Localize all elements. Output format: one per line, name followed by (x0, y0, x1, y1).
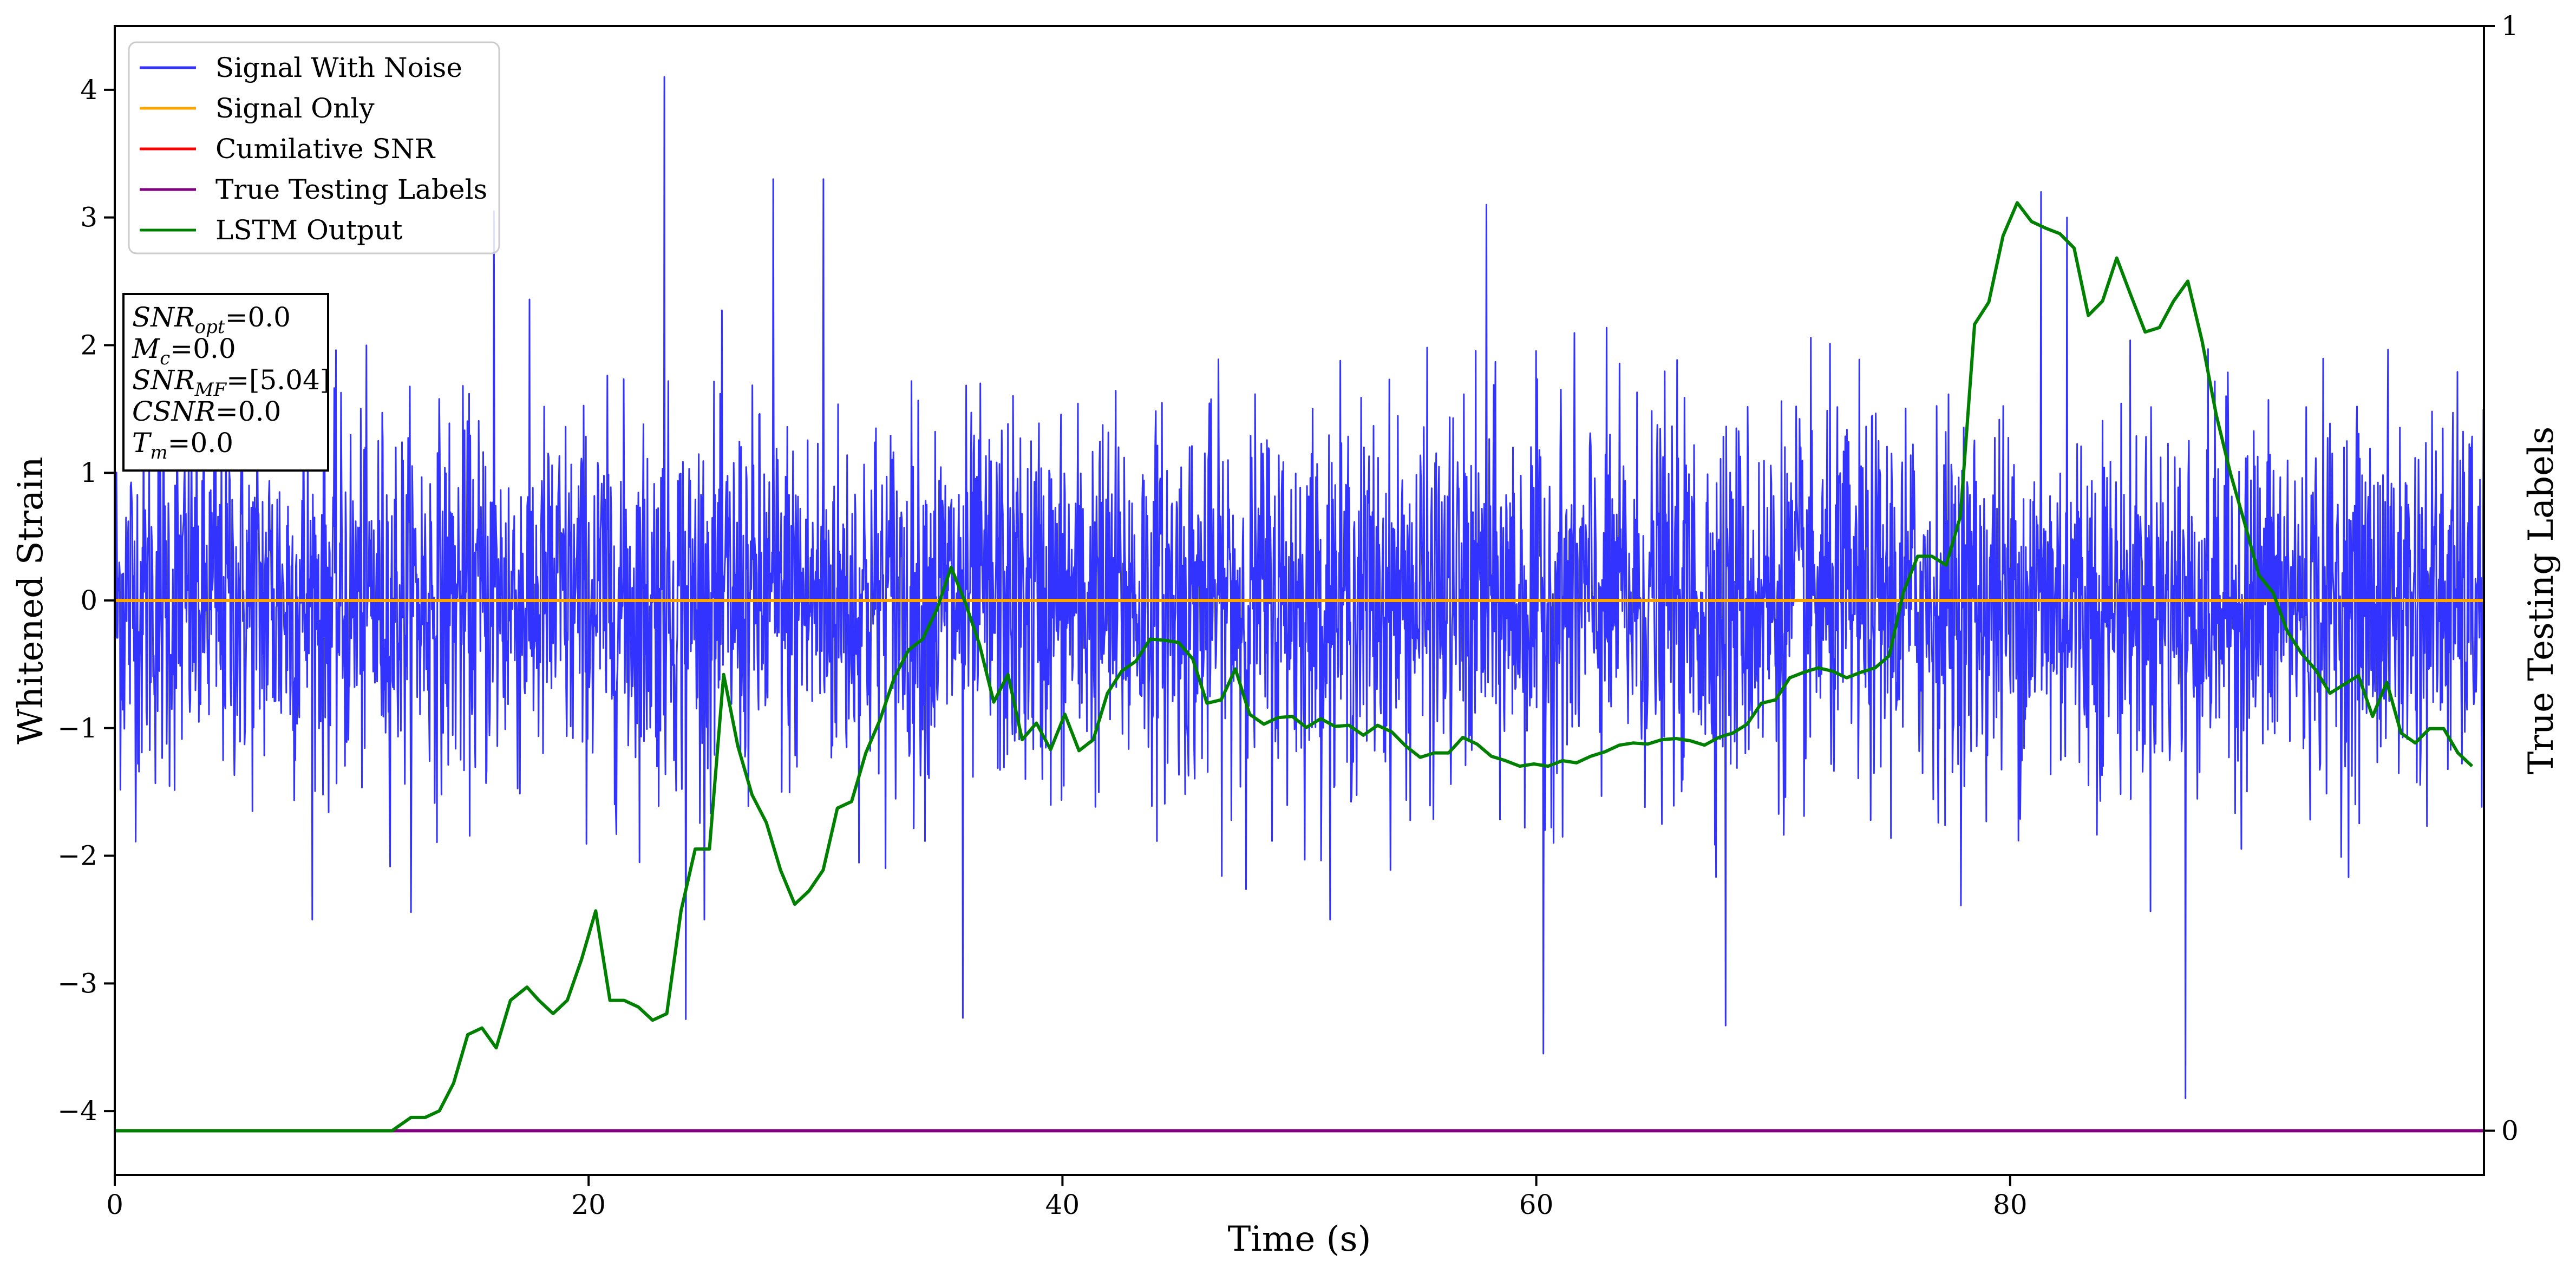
y-tick-label: 0 (80, 585, 97, 616)
y-axis-label-left: Whitened Strain (11, 456, 51, 744)
x-tick-label: 40 (1045, 1189, 1080, 1220)
annotation-line: Tm=0.0 (132, 427, 233, 463)
legend-entry-label: True Testing Labels (215, 174, 487, 205)
annotation-line: SNRMF=[5.04] (132, 364, 330, 401)
y-tick-label: −4 (57, 1095, 97, 1127)
legend-entry-label: LSTM Output (215, 214, 402, 246)
x-tick-label: 20 (571, 1189, 606, 1220)
y-tick-label: −1 (57, 713, 97, 744)
y-tick-label: −2 (57, 840, 97, 872)
y-tick-label: 2 (80, 329, 97, 361)
y-axis-left: −4 −3 −2 −1 0 1 2 3 4 (57, 74, 115, 1127)
legend-entry-label: Signal Only (215, 93, 375, 124)
x-axis: 0 20 40 60 80 (106, 1175, 2028, 1220)
y-tick-label: 1 (80, 457, 97, 488)
legend-entry-label: Cumilative SNR (215, 133, 435, 165)
lstm-output-line (115, 201, 2474, 1133)
annotation-line: CSNR=0.0 (132, 396, 281, 427)
y-tick-label: −3 (57, 968, 97, 999)
annotation-line: Mc=0.0 (132, 333, 236, 369)
x-tick-label: 80 (1993, 1189, 2028, 1220)
x-axis-label: Time (s) (1228, 1219, 1371, 1259)
legend: Signal With Noise Signal Only Cumilative S… (128, 41, 500, 254)
y-axis-label-right: True Testing Labels (2521, 427, 2561, 775)
line-series-layer (115, 201, 2484, 1133)
x-tick-label: 0 (106, 1189, 123, 1220)
annotation-box-frame (122, 293, 329, 472)
signal-with-noise-line (115, 76, 2484, 1099)
x-tick-label: 60 (1519, 1189, 1554, 1220)
y-axis-right: 01 (2484, 10, 2519, 1146)
y-right-tick-label: 1 (2501, 10, 2519, 42)
plot-area (115, 76, 2484, 1133)
parameter-annotation-box: SNRopt=0.0Mc=0.0SNRMF=[5.04]CSNR=0.0Tm=0… (122, 293, 330, 472)
annotation-line: SNRopt=0.0 (132, 302, 291, 338)
legend-box (128, 41, 500, 254)
y-tick-label: 4 (80, 74, 97, 106)
signal-with-noise-series (115, 76, 2484, 1099)
legend-entry-label: Signal With Noise (215, 52, 462, 83)
y-right-tick-label: 0 (2501, 1115, 2519, 1146)
y-tick-label: 3 (80, 202, 97, 233)
